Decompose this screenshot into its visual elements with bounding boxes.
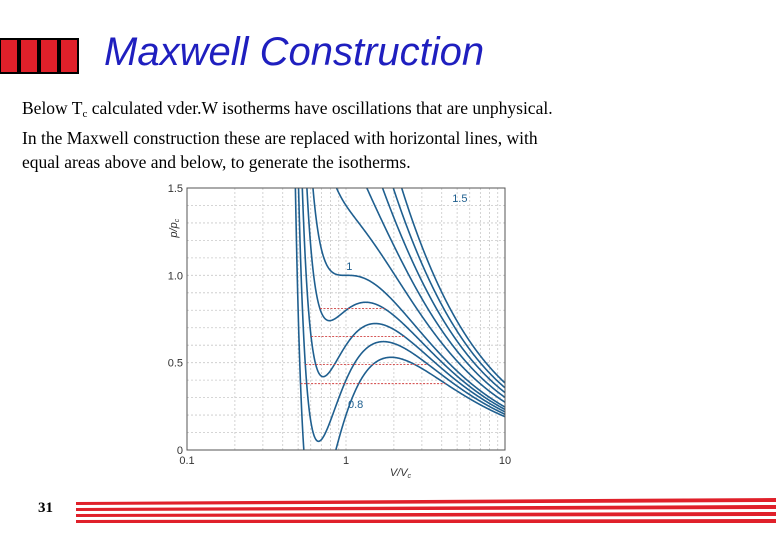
x-tick-label: 0.1 (179, 455, 194, 467)
isotherm-curve (392, 188, 505, 389)
isotherm-curve (400, 188, 505, 384)
isotherm-curve (297, 188, 505, 443)
x-tick-label: 1 (343, 455, 349, 467)
chart-grid (187, 188, 505, 450)
isotherm-curve (294, 188, 505, 450)
isotherm-curve (301, 188, 505, 413)
y-tick-label: 0.5 (168, 358, 183, 370)
isotherm-curves (294, 188, 505, 450)
body-line-3: equal areas above and below, to generate… (22, 152, 411, 172)
x-axis-label: V/Vc (390, 467, 412, 480)
isotherm-curve (335, 188, 505, 403)
isotherm-label: 0.8 (348, 399, 363, 411)
body-line-1: Below Tc calculated vder.W isotherms hav… (22, 98, 553, 120)
x-tick-label: 10 (499, 455, 511, 467)
y-axis-label: p/pc (168, 218, 181, 238)
y-tick-label: 1.5 (168, 183, 183, 195)
red-footer-bar (76, 498, 776, 523)
isotherm-label: 1.5 (452, 193, 467, 205)
y-tick-label: 0 (177, 445, 183, 457)
plot-frame (186, 187, 506, 451)
body-line-2: In the Maxwell construction these are re… (22, 128, 538, 148)
chart-axes (186, 187, 506, 451)
slide-title: Maxwell Construction (104, 30, 485, 74)
isotherm-curve (306, 188, 505, 411)
isotherm-curve (312, 188, 505, 408)
red-bar-logo (0, 38, 79, 74)
slide-body: Below Tc calculated vder.W isotherms hav… (22, 96, 762, 174)
y-tick-label: 1.0 (168, 270, 183, 282)
chart-labels: 0.1 1 10 0 0.5 1.0 1.5 V/Vc p/pc 1.5 1 0.8 (168, 183, 511, 480)
isotherm-label: 1 (346, 261, 352, 273)
isotherm-curve (365, 188, 505, 399)
isotherm-curve (381, 188, 505, 394)
maxwell-lines (300, 308, 446, 385)
page-number: 31 (38, 500, 53, 516)
isotherm-chart: 0.1 1 10 0 0.5 1.0 1.5 V/Vc p/pc 1.5 1 0.8 (168, 183, 511, 480)
